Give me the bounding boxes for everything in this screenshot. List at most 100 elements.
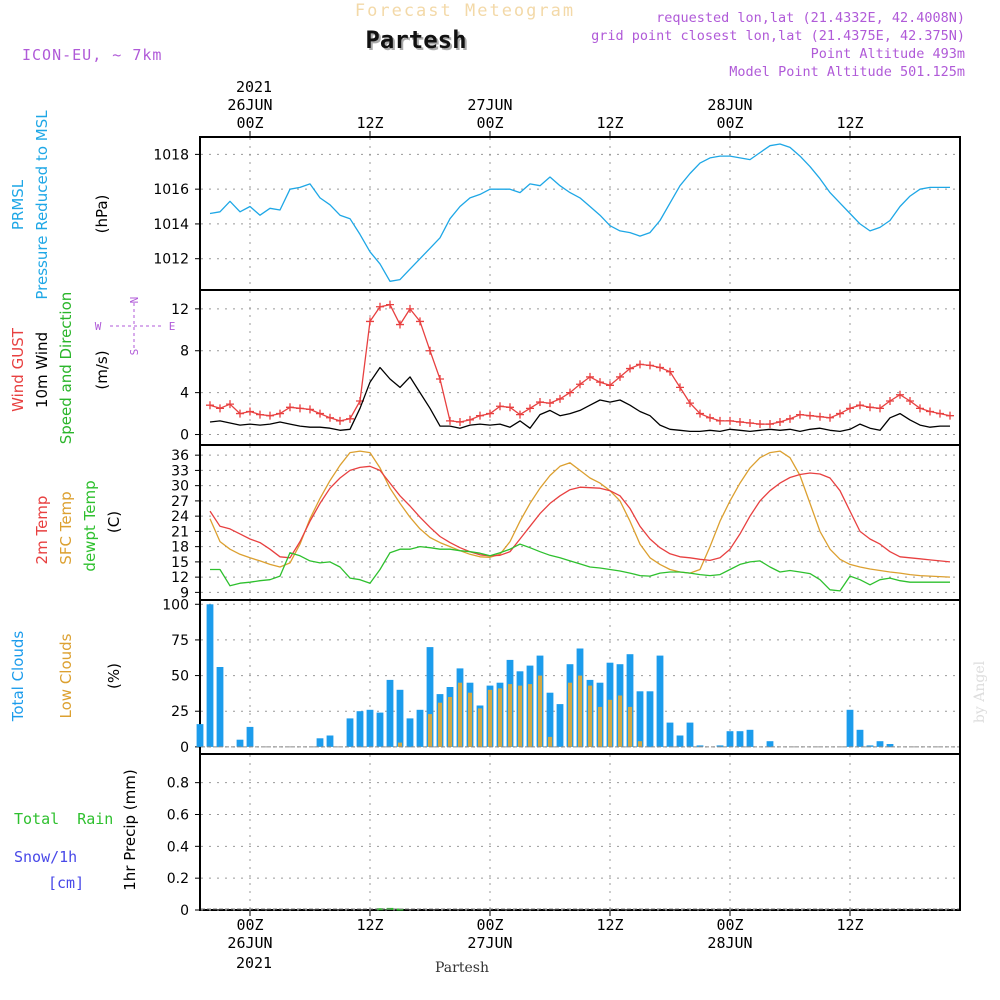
compass-north: N xyxy=(128,297,141,304)
gust-point xyxy=(486,409,494,418)
total-cloud-bar xyxy=(356,711,364,747)
wind-unit-label: (m/s) xyxy=(93,350,111,389)
ytick-label-wind: 4 xyxy=(180,386,189,402)
ytick-label-precip: 0.6 xyxy=(167,807,189,823)
bottom-hour-label: 12Z xyxy=(836,916,863,934)
total-cloud-bar xyxy=(556,704,564,747)
ytick-label-pressure: 1018 xyxy=(153,147,189,163)
low-cloud-bar xyxy=(478,708,483,747)
gust-point xyxy=(516,410,524,419)
gust-point xyxy=(656,363,664,372)
rain-bar xyxy=(376,908,384,911)
ytick-label-clouds: 25 xyxy=(171,704,189,720)
total-cloud-bar xyxy=(326,735,334,747)
gust-point xyxy=(506,403,514,412)
total-cloud-bar xyxy=(736,731,744,747)
top-date-label: 26JUN xyxy=(227,96,272,114)
ytick-label-temp: 30 xyxy=(171,479,189,495)
gust-point xyxy=(216,404,224,413)
top-hour-label: 00Z xyxy=(716,114,743,132)
ytick-label-temp: 12 xyxy=(171,570,189,586)
panel-frame-wind xyxy=(199,289,961,446)
gust-point xyxy=(676,383,684,392)
gust-point xyxy=(746,419,754,428)
ytick-label-wind: 12 xyxy=(171,302,189,318)
faded-title: Forecast Meteogram xyxy=(355,1,575,21)
ytick-label-temp: 18 xyxy=(171,540,189,556)
low-cloud-bar xyxy=(538,675,543,747)
low-cloud-bar xyxy=(598,706,603,747)
gust-point xyxy=(926,407,934,416)
low-cloud-bar xyxy=(428,714,433,747)
total-cloud-bar xyxy=(676,735,684,747)
ytick-label-precip: 0.8 xyxy=(167,776,189,792)
wind-layer: 0 4 8 12 xyxy=(171,291,959,444)
gust-point xyxy=(226,400,234,409)
total-clouds-label: Total Clouds xyxy=(9,631,27,723)
temp-sfc-label: SFC Temp xyxy=(57,491,75,564)
total-cloud-bar xyxy=(746,729,754,747)
gust-point xyxy=(476,411,484,420)
total-rain-label: Total Rain xyxy=(14,810,113,828)
ytick-label-temp: 33 xyxy=(171,463,189,479)
ytick-label-wind: 8 xyxy=(180,344,189,360)
gust-point xyxy=(546,399,554,408)
gust-point xyxy=(776,417,784,426)
bottom-hour-label: 00Z xyxy=(716,916,743,934)
total-cloud-bar xyxy=(316,738,324,747)
total-cloud-bar xyxy=(656,655,664,747)
gust-point xyxy=(266,411,274,420)
low-cloud-bar xyxy=(438,702,443,747)
gust-point xyxy=(866,403,874,412)
gust-point xyxy=(556,394,564,403)
gust-point xyxy=(826,413,834,422)
low-cloud-bar xyxy=(398,742,403,747)
gust-point xyxy=(936,409,944,418)
gust-point xyxy=(446,416,454,425)
gust-point xyxy=(236,409,244,418)
gust-point xyxy=(536,398,544,407)
gust-point xyxy=(756,420,764,429)
sfc-temp-line xyxy=(209,450,951,578)
prmsl-line xyxy=(209,143,950,282)
compass-south: S xyxy=(128,349,141,356)
gust-point xyxy=(916,404,924,413)
ytick-label-temp: 27 xyxy=(171,494,189,510)
gust-point xyxy=(766,420,774,429)
total-cloud-bar xyxy=(846,709,854,747)
ytick-label-precip: 0 xyxy=(180,903,189,919)
total-cloud-bar xyxy=(726,731,734,747)
gust-point xyxy=(466,415,474,424)
low-cloud-bar xyxy=(458,682,463,747)
total-cloud-bar xyxy=(856,729,864,747)
gust-point xyxy=(796,410,804,419)
gust-point xyxy=(406,304,414,313)
panel-frame-pressure xyxy=(199,136,961,291)
gust-point xyxy=(736,417,744,426)
low-cloud-bar xyxy=(548,736,553,747)
bottom-hour-label: 00Z xyxy=(476,916,503,934)
bottom-date-label: 26JUN xyxy=(227,934,272,952)
gust-point xyxy=(856,401,864,410)
prmsl-label: PRMSL xyxy=(9,179,27,230)
low-cloud-bar xyxy=(518,685,523,747)
total-cloud-bar xyxy=(766,741,774,747)
total-cloud-bar xyxy=(216,667,224,747)
total-cloud-bar xyxy=(426,647,434,747)
low-cloud-bar xyxy=(468,692,473,747)
total-cloud-bar xyxy=(636,691,644,747)
gust-point xyxy=(396,320,404,329)
low-cloud-bar xyxy=(498,688,503,747)
pressure-unit-label: (hPa) xyxy=(93,195,111,234)
total-cloud-bar xyxy=(376,712,384,747)
gust-point xyxy=(716,416,724,425)
info-gridpoint: grid point closest lon,lat (21.4375E, 42… xyxy=(591,28,965,44)
ytick-label-wind: 0 xyxy=(180,428,189,444)
top-hour-label: 00Z xyxy=(236,114,263,132)
top-date-label: 27JUN xyxy=(467,96,512,114)
low-cloud-bar xyxy=(448,697,453,747)
total-cloud-bar xyxy=(346,718,354,747)
wind-direction-label: Speed and Direction xyxy=(57,292,75,445)
clouds-layer: 0 25 50 75 100 xyxy=(162,597,959,756)
